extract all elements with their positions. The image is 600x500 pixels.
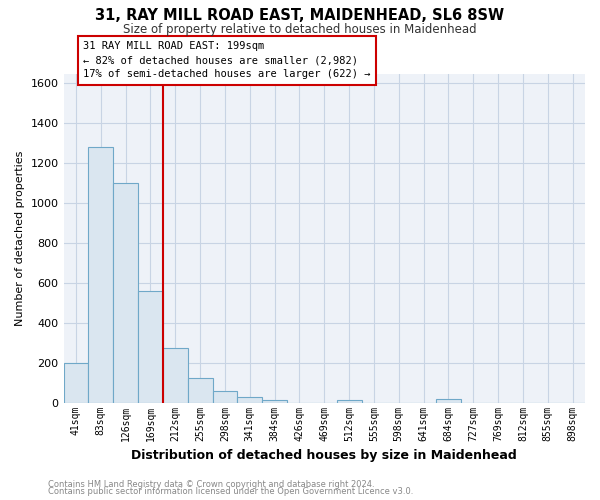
Bar: [262, 400, 287, 403]
Text: Contains HM Land Registry data © Crown copyright and database right 2024.: Contains HM Land Registry data © Crown c…: [48, 480, 374, 489]
Bar: [238, 397, 262, 403]
Bar: [188, 378, 212, 403]
Bar: [163, 348, 188, 403]
Text: 31, RAY MILL ROAD EAST, MAIDENHEAD, SL6 8SW: 31, RAY MILL ROAD EAST, MAIDENHEAD, SL6 …: [95, 8, 505, 22]
Bar: [138, 292, 163, 403]
Bar: [113, 184, 138, 403]
X-axis label: Distribution of detached houses by size in Maidenhead: Distribution of detached houses by size …: [131, 450, 517, 462]
Text: Size of property relative to detached houses in Maidenhead: Size of property relative to detached ho…: [123, 22, 477, 36]
Bar: [64, 363, 88, 403]
Text: Contains public sector information licensed under the Open Government Licence v3: Contains public sector information licen…: [48, 487, 413, 496]
Bar: [337, 400, 362, 403]
Y-axis label: Number of detached properties: Number of detached properties: [15, 150, 25, 326]
Bar: [212, 391, 238, 403]
Bar: [436, 399, 461, 403]
Bar: [88, 148, 113, 403]
Text: 31 RAY MILL ROAD EAST: 199sqm
← 82% of detached houses are smaller (2,982)
17% o: 31 RAY MILL ROAD EAST: 199sqm ← 82% of d…: [83, 42, 371, 80]
